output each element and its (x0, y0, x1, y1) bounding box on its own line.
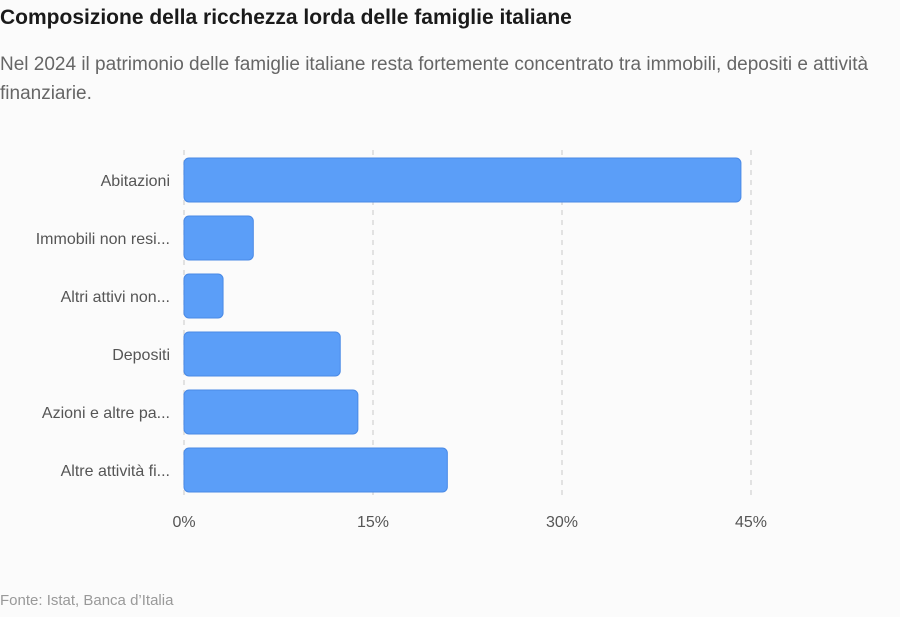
category-label: Immobili non resi... (36, 231, 170, 248)
grid-lines (183, 150, 752, 495)
category-label: Altri attivi non... (61, 289, 170, 306)
bar (183, 215, 254, 261)
category-label: Depositi (112, 347, 170, 364)
chart-title: Composizione della ricchezza lorda delle… (0, 6, 572, 29)
bar (183, 331, 341, 377)
bars (183, 157, 742, 493)
bar (183, 389, 359, 435)
category-label: Abitazioni (101, 173, 170, 190)
x-tick-label: 45% (735, 514, 767, 531)
category-labels: Abitazioni Immobili non resi... Altri atti… (36, 173, 170, 480)
x-tick-label: 0% (172, 514, 195, 531)
x-tick-labels: 0% 15% 30% 45% (172, 514, 767, 531)
chart-subtitle: Nel 2024 il patrimonio delle famiglie it… (0, 54, 869, 104)
bar (183, 447, 448, 493)
bar (183, 157, 742, 203)
category-label: Altre attività fi... (61, 463, 170, 480)
bar-chart: Abitazioni Immobili non resi... Altri atti… (36, 150, 767, 531)
category-label: Azioni e altre pa... (42, 405, 170, 422)
x-tick-label: 15% (357, 514, 389, 531)
x-tick-label: 30% (546, 514, 578, 531)
bar (183, 273, 224, 319)
source-note: Fonte: Istat, Banca d’Italia (0, 592, 174, 609)
